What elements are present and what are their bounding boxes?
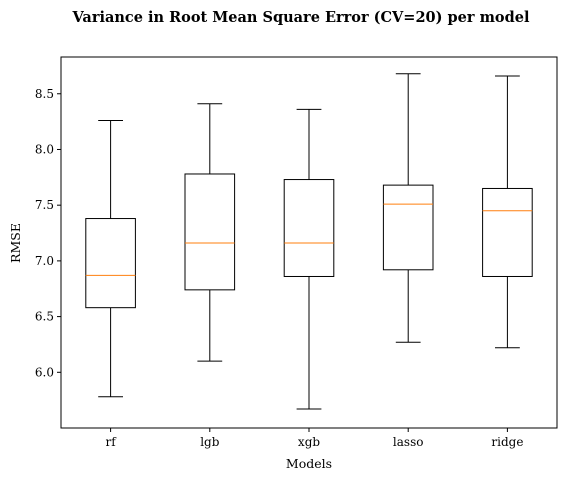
y-tick-label: 8.5 bbox=[35, 87, 54, 101]
x-tick-label-lgb: lgb bbox=[200, 435, 220, 449]
box-ridge bbox=[482, 187, 533, 277]
box-lasso bbox=[382, 184, 434, 271]
box-rf bbox=[85, 218, 136, 309]
x-tick-label-rf: rf bbox=[106, 435, 118, 449]
y-tick-label: 8.0 bbox=[35, 142, 54, 156]
box-xgb bbox=[283, 179, 335, 277]
y-axis-label: RMSE bbox=[8, 223, 23, 263]
y-tick-label: 6.0 bbox=[35, 365, 54, 379]
x-tick-label-xgb: xgb bbox=[298, 435, 320, 449]
y-tick-label: 7.0 bbox=[35, 254, 54, 268]
x-tick-label-ridge: ridge bbox=[491, 435, 523, 449]
box-lgb bbox=[184, 173, 236, 291]
chart-title: Variance in Root Mean Square Error (CV=2… bbox=[72, 9, 530, 26]
y-tick-label: 7.5 bbox=[35, 198, 54, 212]
x-tick-label-lasso: lasso bbox=[393, 435, 424, 449]
x-axis-label: Models bbox=[286, 456, 332, 471]
plot-area: 6.0 6.5 7.0 7.5 8.0 8.5 rf lgb xgb lasso ridge bbox=[35, 56, 558, 449]
y-tick-label: 6.5 bbox=[35, 310, 54, 324]
